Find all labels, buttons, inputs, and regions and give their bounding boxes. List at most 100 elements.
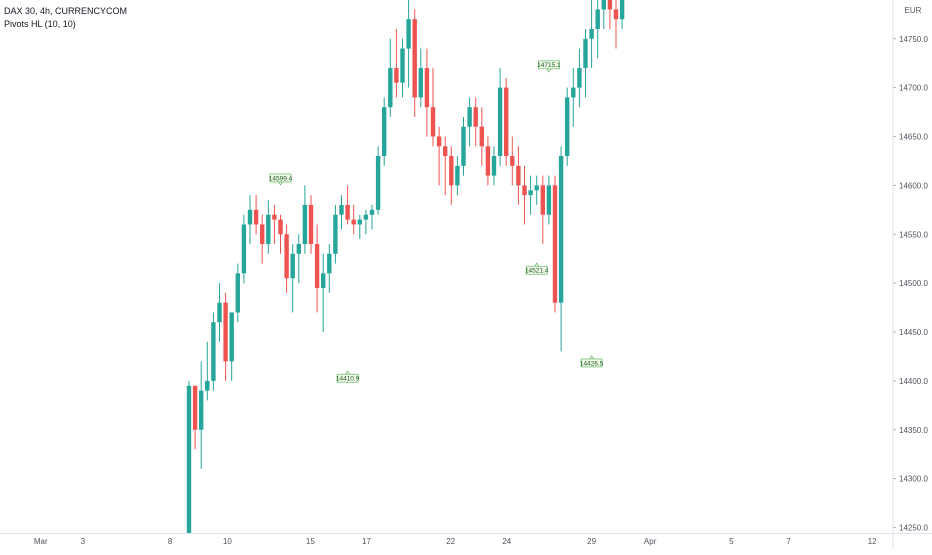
candle-up	[375, 146, 381, 215]
candle-body	[205, 380, 210, 391]
candle-body	[583, 38, 588, 69]
candle-body	[571, 87, 576, 98]
candle-body	[321, 273, 326, 289]
candle-body	[619, 0, 625, 20]
candle-body	[540, 185, 545, 215]
pivot-box	[580, 358, 603, 368]
candlestick-series	[186, 0, 625, 533]
candle-body	[333, 214, 338, 254]
candle-body	[217, 302, 222, 323]
candle-down	[510, 136, 515, 186]
candle-body	[308, 204, 314, 245]
candle-up	[217, 283, 222, 342]
candle-down	[412, 9, 417, 117]
price-axis[interactable]: EUR 14250.0 14300.0 14350.0 14400.0 14450.0 14…	[893, 6, 928, 533]
indicator-title[interactable]: Pivots HL (10, 10)	[4, 19, 76, 29]
candle-body	[327, 253, 332, 274]
candle-body	[552, 185, 558, 303]
time-axis[interactable]: Mar 3 8 10 15 17 22 24 29 Apr 5 7 12	[34, 537, 877, 546]
candle-down	[552, 175, 558, 313]
candle-body	[211, 322, 216, 381]
candle-up	[327, 244, 332, 293]
pivot-value: 14599.4	[269, 175, 293, 182]
price-tick-label: 14500.0	[899, 279, 928, 288]
candle-up	[199, 361, 204, 469]
candle-down	[613, 0, 619, 49]
candle-body	[302, 204, 308, 245]
candle-up	[235, 263, 240, 323]
chart-legend: DAX 30, 4h, CURRENCYCOM Pivots HL (10, 1…	[4, 5, 127, 31]
candle-up	[205, 341, 210, 401]
candle-body	[443, 146, 448, 157]
candle-body	[510, 156, 515, 166]
pivot-box	[538, 60, 560, 70]
candle-body	[351, 219, 356, 225]
time-tick-label: Apr	[644, 537, 657, 546]
candle-body	[199, 390, 204, 430]
candle-body	[394, 68, 399, 83]
candle-body	[253, 209, 259, 225]
candle-up	[583, 28, 588, 98]
candle-body	[461, 126, 466, 166]
candle-up	[321, 253, 326, 332]
price-tick-label: 14300.0	[899, 475, 928, 484]
pivot-pointer	[546, 68, 552, 73]
candle-up	[302, 185, 308, 254]
candle-up	[290, 244, 295, 313]
candle-body	[430, 107, 436, 137]
candle-body	[260, 224, 265, 245]
candle-up	[497, 68, 503, 166]
pivot-value: 14715.1	[537, 62, 561, 69]
candle-body	[504, 87, 509, 157]
price-tick-label: 14400.0	[899, 377, 928, 386]
candle-down	[253, 195, 259, 235]
candle-down	[522, 165, 527, 225]
candle-up	[601, 0, 606, 29]
candle-down	[540, 175, 545, 245]
candle-body	[272, 214, 277, 220]
candle-body	[369, 209, 375, 215]
candle-up	[369, 204, 375, 230]
candle-body	[516, 165, 521, 186]
pivot-value: 14521.4	[525, 268, 549, 275]
candle-up	[406, 0, 411, 88]
candle-up	[418, 48, 423, 108]
candle-down	[351, 204, 356, 235]
candle-body	[449, 156, 454, 186]
time-tick-label: Mar	[34, 537, 48, 546]
candle-body	[479, 126, 484, 147]
candle-body	[418, 68, 423, 98]
candle-body	[577, 68, 582, 88]
time-tick-label: 17	[362, 537, 371, 546]
candle-body	[528, 190, 533, 196]
symbol-title[interactable]: DAX 30, 4h, CURRENCYCOM	[4, 6, 128, 16]
candle-body	[339, 204, 344, 215]
candle-up	[528, 175, 533, 215]
time-tick-label: 24	[502, 537, 511, 546]
candle-body	[363, 214, 369, 220]
time-tick-label: 10	[223, 537, 232, 546]
price-tick-label: 14550.0	[899, 230, 928, 239]
candle-up	[467, 97, 472, 147]
candle-up	[491, 146, 497, 186]
candle-body	[235, 273, 240, 313]
pivot-label: 14410.9	[336, 370, 360, 383]
candle-up	[339, 195, 344, 230]
pivot-label: 14426.5	[580, 355, 604, 368]
candle-body	[467, 107, 472, 127]
candle-body	[357, 219, 362, 225]
candle-down	[394, 28, 399, 98]
candle-down	[504, 77, 509, 166]
candle-body	[436, 136, 442, 147]
pivot-value: 14426.5	[580, 360, 604, 367]
candle-up	[266, 200, 271, 254]
candle-body	[589, 28, 594, 39]
candle-body	[241, 224, 247, 274]
pivot-box	[525, 265, 548, 275]
candle-up	[455, 156, 460, 196]
price-tick-label: 14450.0	[899, 328, 928, 337]
candle-body	[388, 68, 393, 108]
price-tick-label: 14600.0	[899, 181, 928, 190]
